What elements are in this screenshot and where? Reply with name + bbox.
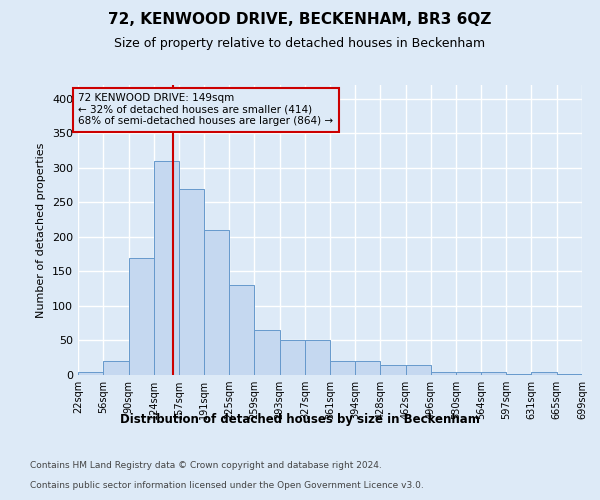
Bar <box>179 188 204 375</box>
Bar <box>355 361 380 375</box>
Bar <box>380 364 406 375</box>
Bar <box>406 364 431 375</box>
Bar <box>78 372 103 375</box>
Bar <box>557 374 582 375</box>
Bar <box>204 230 229 375</box>
Text: Contains HM Land Registry data © Crown copyright and database right 2024.: Contains HM Land Registry data © Crown c… <box>30 461 382 470</box>
Bar <box>254 330 280 375</box>
Bar <box>456 372 481 375</box>
Text: Size of property relative to detached houses in Beckenham: Size of property relative to detached ho… <box>115 38 485 51</box>
Bar <box>431 372 456 375</box>
Text: 72 KENWOOD DRIVE: 149sqm
← 32% of detached houses are smaller (414)
68% of semi-: 72 KENWOOD DRIVE: 149sqm ← 32% of detach… <box>79 94 334 126</box>
Bar <box>481 372 506 375</box>
Bar <box>331 361 355 375</box>
Text: Distribution of detached houses by size in Beckenham: Distribution of detached houses by size … <box>120 412 480 426</box>
Y-axis label: Number of detached properties: Number of detached properties <box>37 142 46 318</box>
Text: Contains public sector information licensed under the Open Government Licence v3: Contains public sector information licen… <box>30 481 424 490</box>
Bar <box>154 161 179 375</box>
Bar <box>128 258 154 375</box>
Bar <box>103 361 128 375</box>
Text: 72, KENWOOD DRIVE, BECKENHAM, BR3 6QZ: 72, KENWOOD DRIVE, BECKENHAM, BR3 6QZ <box>109 12 491 28</box>
Bar <box>305 340 331 375</box>
Bar <box>229 285 254 375</box>
Bar <box>506 374 532 375</box>
Bar <box>532 372 557 375</box>
Bar <box>280 340 305 375</box>
